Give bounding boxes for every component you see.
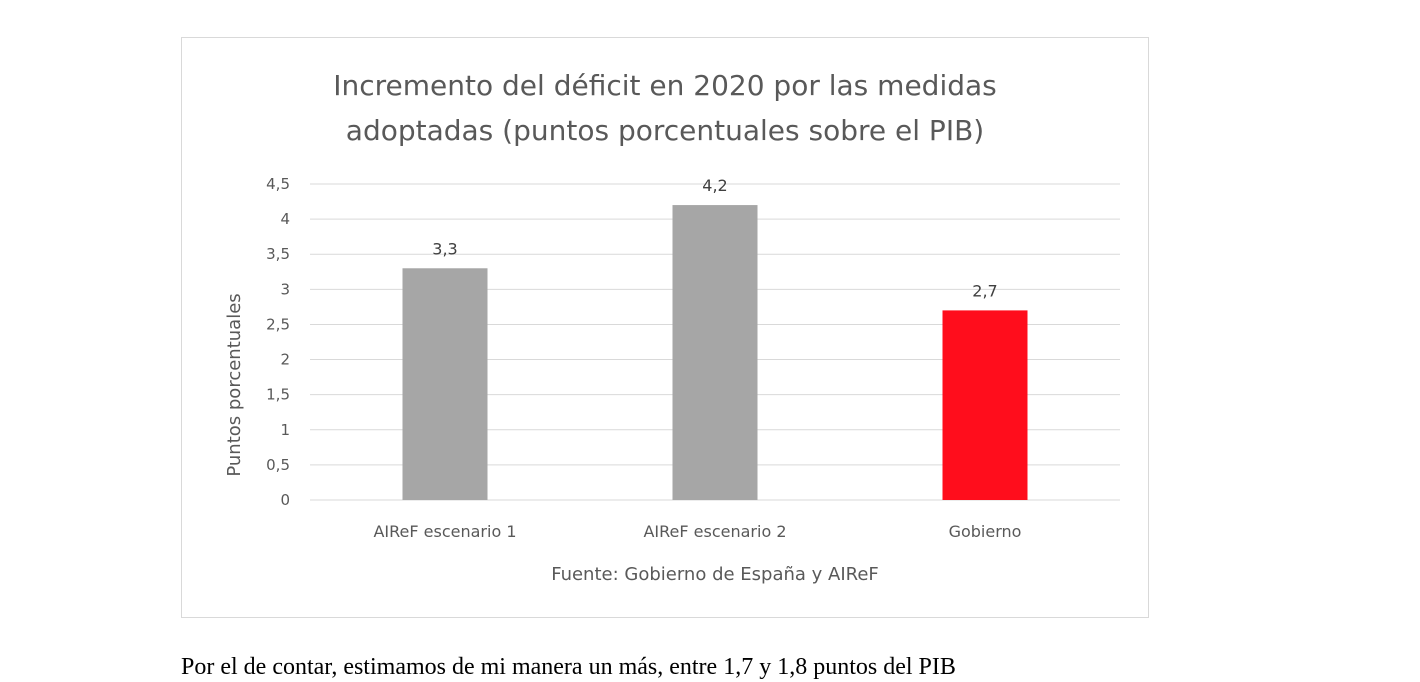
y-tick-label: 4 xyxy=(280,210,290,228)
y-tick-label: 1 xyxy=(280,421,290,439)
y-axis-title: Puntos porcentuales xyxy=(224,293,245,476)
y-tick-label: 0,5 xyxy=(266,456,290,474)
y-tick-label: 3,5 xyxy=(266,245,290,263)
y-axis-ticks: 0 0,5 1 1,5 2 2,5 3 3,5 4 4,5 xyxy=(266,175,290,509)
y-tick-label: 2 xyxy=(280,351,290,369)
bar-2 xyxy=(672,205,758,501)
data-label: 4,2 xyxy=(702,176,727,195)
x-category-label: AIReF escenario 1 xyxy=(373,522,516,541)
chart-title-line-2: adoptadas (puntos porcentuales sobre el … xyxy=(346,114,984,147)
x-category-label: Gobierno xyxy=(949,522,1022,541)
y-tick-label: 3 xyxy=(280,280,290,298)
chart-title: Incremento del déficit en 2020 por las m… xyxy=(333,69,997,147)
y-tick-label: 1,5 xyxy=(266,386,290,404)
y-tick-label: 0 xyxy=(280,491,290,509)
y-tick-label: 2,5 xyxy=(266,315,290,333)
chart-source: Fuente: Gobierno de España y AIReF xyxy=(551,564,879,585)
bars xyxy=(402,205,1028,501)
x-axis-categories: AIReF escenario 1 AIReF escenario 2 Gobier… xyxy=(373,522,1021,541)
data-label: 2,7 xyxy=(972,281,997,300)
data-label: 3,3 xyxy=(432,239,457,258)
body-text: Por el de contar, estimamos de mi manera… xyxy=(181,654,956,680)
bar-3 xyxy=(942,310,1028,500)
data-labels: 3,3 4,2 2,7 xyxy=(432,176,997,300)
y-tick-label: 4,5 xyxy=(266,175,290,193)
x-category-label: AIReF escenario 2 xyxy=(643,522,786,541)
chart-title-line-1: Incremento del déficit en 2020 por las m… xyxy=(333,69,997,102)
bar-1 xyxy=(402,268,488,500)
